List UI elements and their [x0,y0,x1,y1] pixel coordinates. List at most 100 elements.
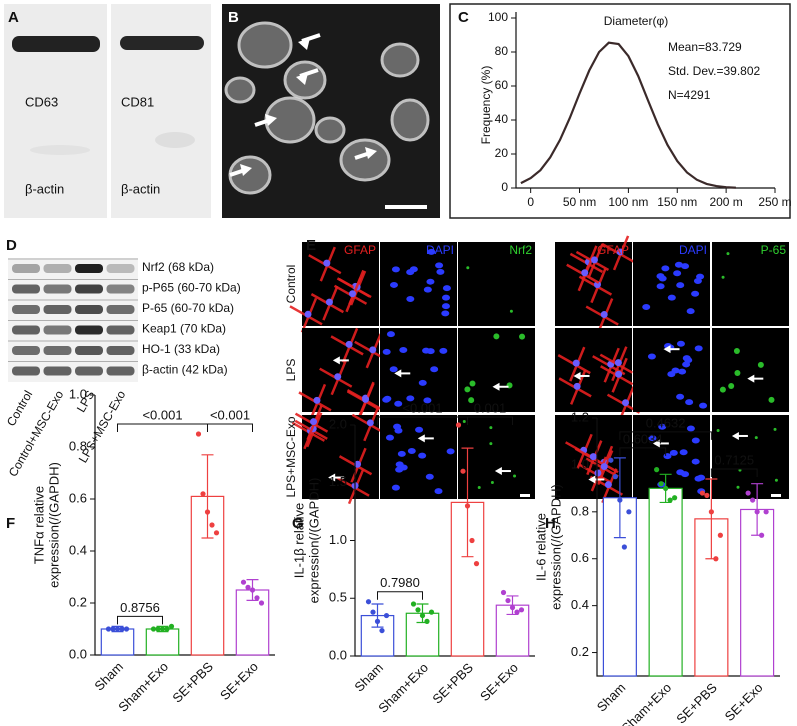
signal [728,383,735,390]
nucleus [691,437,700,444]
fluorescence-tile [458,415,535,499]
nucleus [673,270,682,277]
signal [716,428,720,432]
band [12,264,40,273]
nucleus [572,359,580,367]
signal [513,474,517,478]
y-axis-label: expression(/(GAPDH) [548,484,563,610]
data-point [119,626,125,632]
nucleus [676,282,685,289]
nucleus [345,340,353,348]
comparison-bracket [117,615,163,625]
stain-label: GFAP [597,243,629,257]
nucleus [441,303,450,310]
y-tick-label: 1.0 [69,386,87,401]
row-label: LPS [284,359,298,382]
band [120,36,204,50]
band [106,346,135,355]
comparison-bracket [377,591,423,600]
annotation: Std. Dev.=39.802 [668,64,761,78]
data-point [759,532,765,538]
arrowhead [663,345,671,354]
data-point [379,627,385,634]
error-bar [461,447,474,558]
arrowhead [573,371,581,380]
p-value: <0.001 [210,407,250,422]
band [12,284,40,294]
bar [145,628,180,656]
x-tick-label: Sham+Exo [618,680,674,726]
band [12,346,40,355]
data-point [464,503,471,509]
comparison-bracket [377,416,468,425]
x-tick-label: SE+Exo [477,660,521,704]
y-tick-label: 0 [501,180,508,194]
p-value: 0.6034 [623,431,663,446]
y-tick-label: 0.2 [571,644,589,659]
x-tick-label: Sham [594,680,629,715]
band [75,366,103,376]
x-tick-label: SE+PBS [673,680,720,726]
p-value: 0.001 [474,400,507,415]
fluorescence-tile [712,328,789,412]
y-tick-label: 0.0 [329,647,347,662]
data-point [123,626,130,632]
signal [469,380,476,387]
nucleus [699,402,708,409]
arrowhead [298,38,310,50]
signal [462,419,466,423]
nucleus [686,308,695,315]
comparison-bracket [619,447,667,456]
nucleus [334,373,342,381]
nucleus [622,399,630,407]
comparison-bracket [117,423,208,432]
error-bar [201,454,214,539]
arrowhead [332,356,340,365]
y-tick-label: 0.4 [69,542,87,557]
nucleus [394,400,403,407]
signal [489,426,493,430]
signal [490,481,494,485]
band [75,325,103,335]
data-point [667,497,673,503]
y-tick-label: 2.0 [329,416,347,431]
signal [721,275,725,279]
nucleus [426,278,435,285]
y-axis-label: IL-1β relative [291,503,306,578]
bar [740,508,775,677]
y-tick-label: 0.4 [571,597,589,612]
nucleus [600,311,608,319]
x-tick-label: 0 [527,195,534,209]
nucleus [393,423,402,430]
y-tick-label: 0.8 [571,503,589,518]
arrowhead [240,164,252,176]
signal [493,333,500,340]
x-tick-label: SE+Exo [722,680,766,724]
nucleus [430,366,439,373]
data-point [672,495,678,501]
data-point [209,522,215,528]
nucleus [425,473,434,480]
panel-label: E [306,237,316,254]
annotation: N=4291 [668,88,711,102]
band-label: HO-1 (33 kDa) [142,342,220,356]
y-tick-label: 100 [488,10,508,24]
nucleus [590,256,598,264]
nucleus [573,382,581,390]
signal [477,486,481,490]
vesicle [390,98,430,142]
data-point [763,509,769,515]
nucleus [304,310,312,318]
data-point [612,474,618,480]
nucleus [423,286,432,293]
annotation: Mean=83.729 [668,40,742,54]
signal [734,370,741,377]
fluorescence-tile [633,242,710,326]
nucleus [369,346,377,354]
nucleus [616,248,624,256]
stain-label: DAPI [426,243,454,257]
bar [694,518,729,677]
signal [774,478,778,482]
scale-bar [771,494,781,497]
data-point [750,497,756,503]
